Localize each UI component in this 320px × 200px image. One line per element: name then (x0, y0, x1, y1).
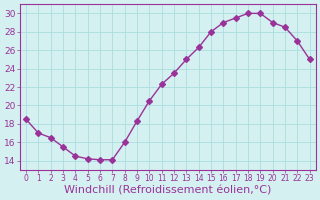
X-axis label: Windchill (Refroidissement éolien,°C): Windchill (Refroidissement éolien,°C) (64, 186, 272, 196)
